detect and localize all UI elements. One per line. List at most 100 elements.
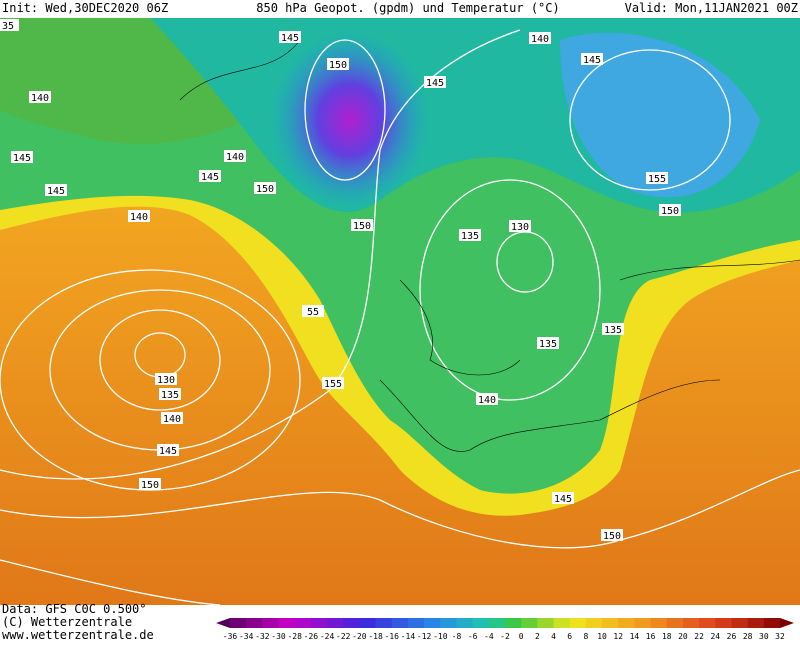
colorbar-segment bbox=[407, 618, 425, 628]
label-box bbox=[529, 32, 551, 44]
label-box bbox=[45, 184, 67, 196]
colorbar-label: 2 bbox=[535, 632, 540, 641]
label-box bbox=[155, 373, 177, 385]
label-box bbox=[199, 170, 221, 182]
label-box bbox=[29, 91, 51, 103]
cold-core bbox=[270, 30, 430, 210]
colorbar-segment bbox=[650, 618, 668, 628]
colorbar-label: 6 bbox=[567, 632, 572, 641]
colorbar-segment bbox=[327, 618, 344, 628]
colorbar-segment bbox=[505, 618, 522, 628]
label-box bbox=[646, 172, 668, 184]
contour-label: 145 bbox=[159, 446, 177, 457]
colorbar-label: 20 bbox=[678, 632, 688, 641]
colorbar-segment bbox=[602, 618, 619, 628]
contour-label: 135 bbox=[161, 390, 179, 401]
label-box bbox=[128, 210, 150, 222]
contour-label: 140 bbox=[226, 152, 244, 163]
colorbar-segment bbox=[424, 618, 441, 628]
colorbar-label: 32 bbox=[775, 632, 785, 641]
colorbar-label: -2 bbox=[500, 632, 510, 641]
label-box bbox=[552, 492, 574, 504]
label-box bbox=[327, 58, 349, 70]
contour-label: 130 bbox=[511, 222, 529, 233]
label-box bbox=[659, 204, 681, 216]
colorbar-label: 30 bbox=[759, 632, 769, 641]
contour-label: 140 bbox=[478, 395, 496, 406]
website: www.wetterzentrale.de bbox=[2, 628, 154, 642]
label-box bbox=[537, 337, 559, 349]
contour-label: 55 bbox=[307, 307, 319, 318]
label-box bbox=[302, 305, 324, 317]
contour-label: 140 bbox=[31, 93, 49, 104]
colorbar-segment bbox=[715, 618, 732, 628]
colorbar-label: -8 bbox=[452, 632, 462, 641]
colorbar-segment bbox=[359, 618, 377, 628]
colorbar-segment bbox=[731, 618, 749, 628]
label-box bbox=[157, 444, 179, 456]
label-box bbox=[581, 53, 603, 65]
contour-label: 150 bbox=[329, 60, 347, 71]
label-box bbox=[459, 229, 481, 241]
contours bbox=[0, 29, 800, 606]
contour-label: 145 bbox=[554, 494, 572, 505]
label-box bbox=[279, 31, 301, 43]
contour-label: 155 bbox=[648, 174, 666, 185]
colorbar-segment bbox=[310, 618, 328, 628]
contour-label: 130 bbox=[157, 375, 175, 386]
colorbar-label: 12 bbox=[613, 632, 623, 641]
contour-label: 135 bbox=[604, 325, 622, 336]
colorbar-segment bbox=[246, 618, 263, 628]
contour-label: 150 bbox=[141, 480, 159, 491]
contour-label: 145 bbox=[281, 33, 299, 44]
label-box bbox=[509, 220, 531, 232]
label-box bbox=[601, 529, 623, 541]
contour-label: 145 bbox=[13, 153, 31, 164]
data-source: Data: GFS C0C 0.500° bbox=[2, 602, 147, 616]
colorbar-segment bbox=[569, 618, 587, 628]
label-box bbox=[476, 393, 498, 405]
colorbar-label: 28 bbox=[743, 632, 753, 641]
colorbar-label: -18 bbox=[368, 632, 383, 641]
contour-label: 150 bbox=[661, 206, 679, 217]
colorbar-segment bbox=[521, 618, 538, 628]
colorbar-label: -24 bbox=[320, 632, 335, 641]
contour-label: 140 bbox=[163, 414, 181, 425]
colorbar-label: -16 bbox=[385, 632, 400, 641]
contour-label: 150 bbox=[256, 184, 274, 195]
contour-label: 135 bbox=[461, 231, 479, 242]
colorbar-end bbox=[780, 618, 794, 628]
colorbar-label: 22 bbox=[694, 632, 704, 641]
colorbar-label: 26 bbox=[727, 632, 737, 641]
colorbar-label: 4 bbox=[551, 632, 556, 641]
label-box bbox=[139, 478, 161, 490]
colorbar-segment bbox=[537, 618, 555, 628]
contour-label: 135 bbox=[539, 339, 557, 350]
colorbar: -36 -34 -32 -30 -28 -26 -24 -22 -20 -18 -16 -14 -12-… bbox=[216, 618, 794, 641]
colorbar-label: -4 bbox=[484, 632, 494, 641]
map: 35 145 150 145 140 145 140 145 140 145 150 145 140 15… bbox=[0, 18, 800, 606]
colorbar-segment bbox=[262, 618, 280, 628]
colorbar-label: 10 bbox=[597, 632, 607, 641]
colorbar-label: -28 bbox=[287, 632, 302, 641]
colorbar-segment bbox=[343, 618, 360, 628]
label-box bbox=[254, 182, 276, 194]
coastlines bbox=[179, 39, 800, 452]
label-box bbox=[161, 412, 183, 424]
colorbar-label: 0 bbox=[519, 632, 524, 641]
contour-label: 140 bbox=[531, 34, 549, 45]
colorbar-label: -6 bbox=[468, 632, 478, 641]
colorbar-label: -36 bbox=[223, 632, 238, 641]
colorbar-segment bbox=[585, 618, 603, 628]
colorbar-label: -22 bbox=[336, 632, 351, 641]
colorbar-label: -26 bbox=[304, 632, 319, 641]
colorbar-label: 16 bbox=[646, 632, 656, 641]
copyright: (C) Wetterzentrale bbox=[2, 615, 132, 629]
colorbar-segment bbox=[294, 618, 312, 628]
colorbar-label: -32 bbox=[255, 632, 270, 641]
colorbar-label: -20 bbox=[352, 632, 367, 641]
colorbar-segment bbox=[666, 618, 684, 628]
contour-label: 145 bbox=[47, 186, 65, 197]
colorbar-segment bbox=[618, 618, 635, 628]
